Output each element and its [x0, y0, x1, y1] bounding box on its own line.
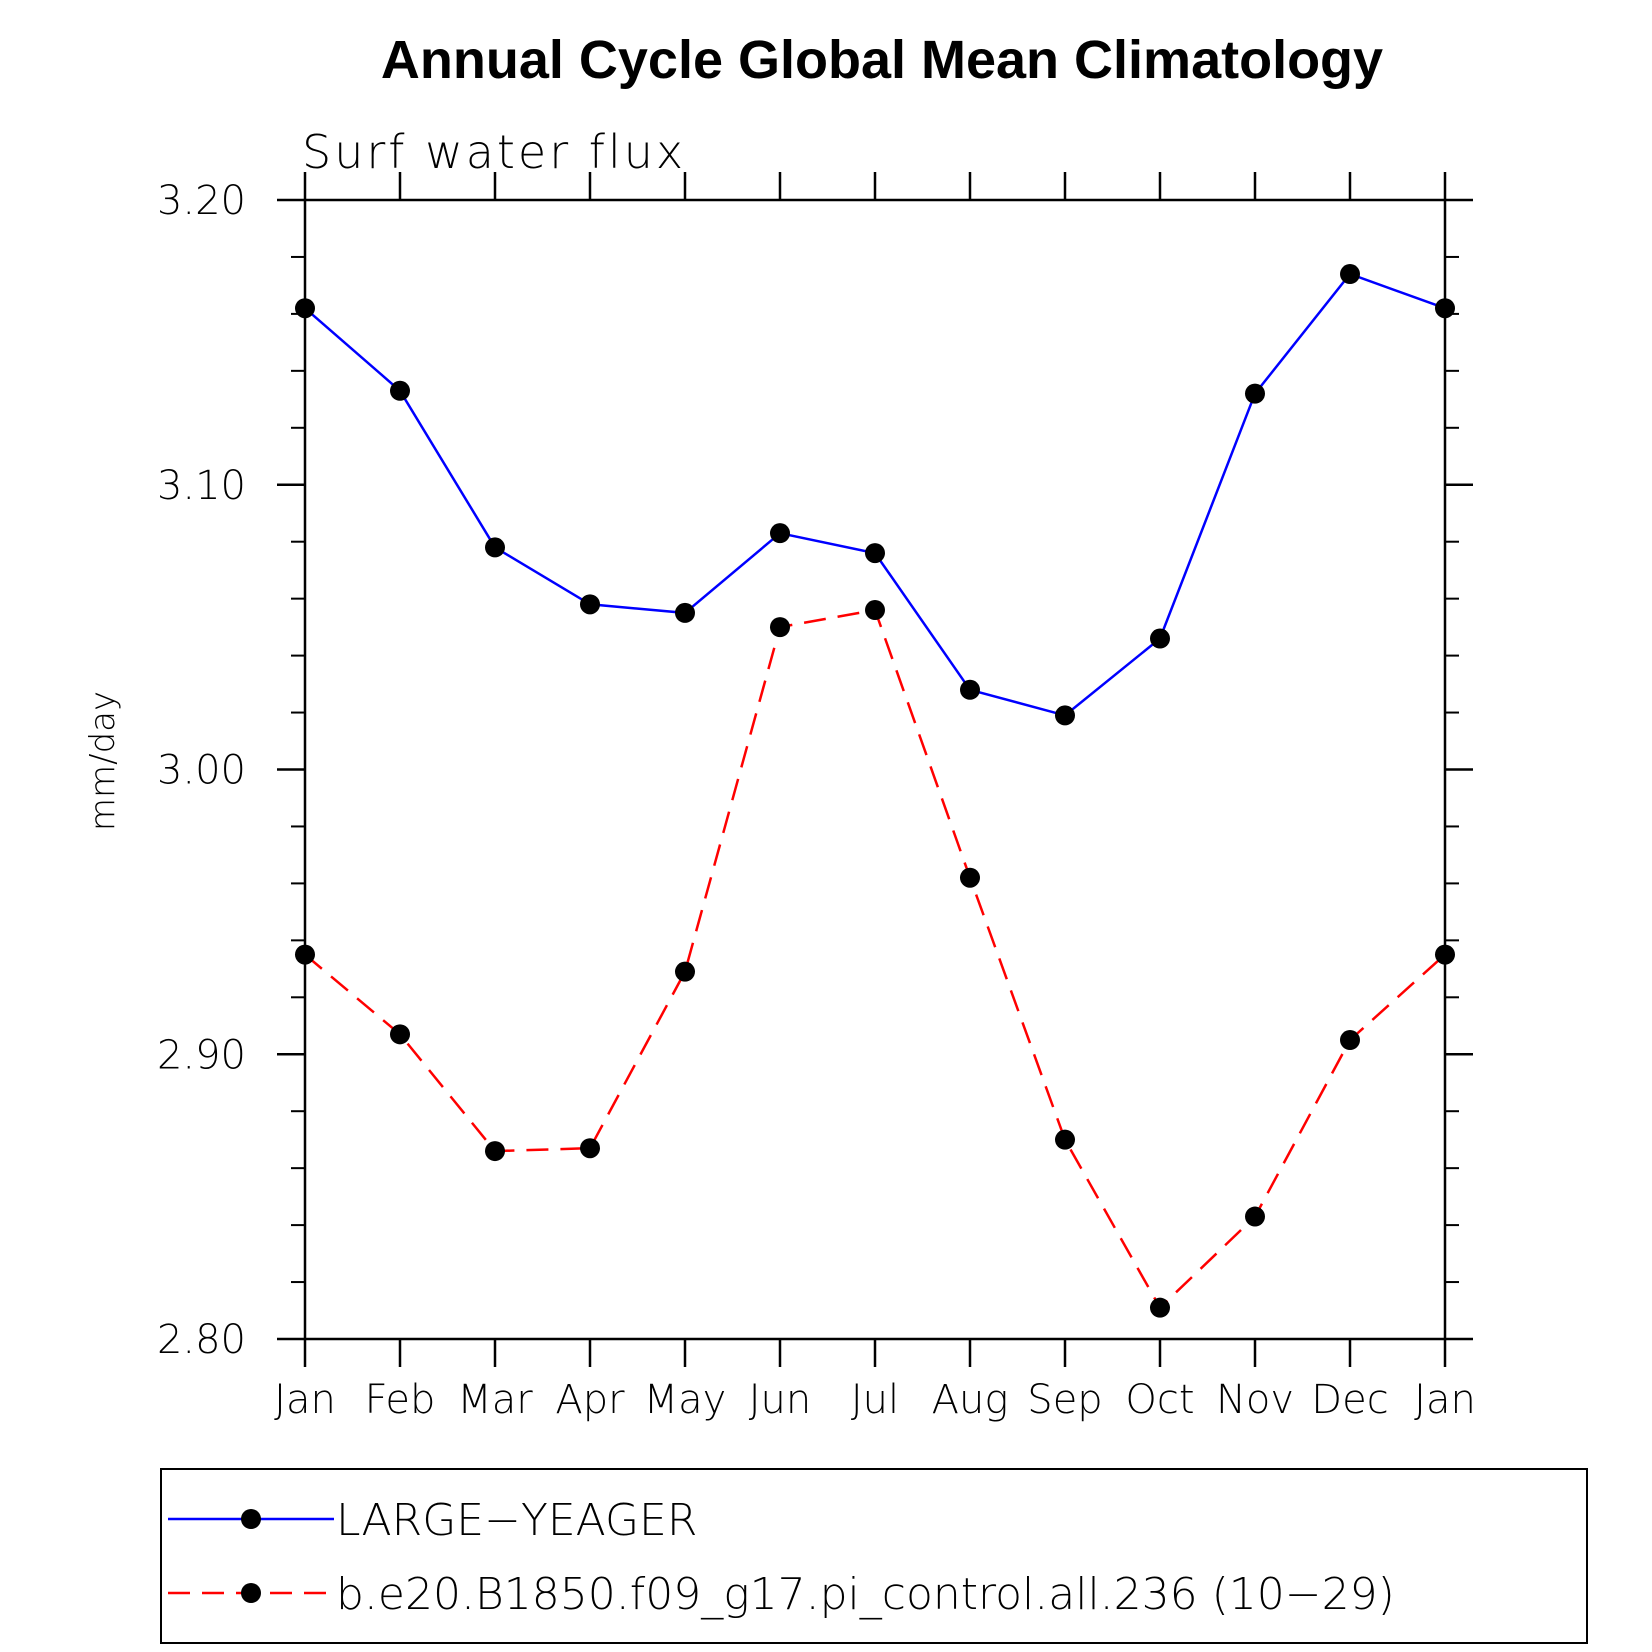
- x-tick-label: Jan: [274, 1377, 336, 1423]
- series-2-point: [865, 600, 885, 621]
- y-axis-label: mm/day: [83, 691, 123, 831]
- legend: LARGE−YEAGER b.e20.B1850.f09_g17.pi_contr…: [160, 1468, 1588, 1644]
- series-line-1: [304, 272, 1446, 717]
- x-tick-label: Aug: [932, 1377, 1009, 1423]
- legend-label-1: LARGE−YEAGER: [336, 1495, 697, 1546]
- chart-subtitle: Surf water flux: [302, 125, 686, 179]
- x-tick-label: Sep: [1027, 1377, 1102, 1423]
- series-2-point: [580, 1138, 600, 1159]
- series-1-point: [390, 380, 410, 401]
- series-2-point: [960, 867, 980, 888]
- series-1-point: [485, 537, 505, 558]
- legend-items: LARGE−YEAGER b.e20.B1850.f09_g17.pi_contr…: [168, 1495, 1395, 1620]
- series-1-point: [1435, 298, 1455, 319]
- series-1-point: [295, 298, 315, 319]
- x-tick-label: Dec: [1311, 1377, 1388, 1423]
- x-tick-label: Apr: [555, 1377, 625, 1423]
- series-2-point: [295, 944, 315, 965]
- series-2-point: [1150, 1297, 1170, 1318]
- series-1-point: [1245, 383, 1265, 404]
- series-2-point: [390, 1024, 410, 1045]
- series-2-point: [1340, 1030, 1360, 1051]
- series-2-point: [485, 1141, 505, 1162]
- legend-marker-1: [241, 1509, 261, 1529]
- legend-marker-2: [241, 1583, 261, 1603]
- y-tick-label: 3.00: [157, 748, 246, 794]
- y-tick-label: 2.90: [157, 1032, 246, 1078]
- x-tick-label: Feb: [365, 1377, 436, 1423]
- series-1-point: [1055, 705, 1075, 726]
- series-1-point: [960, 679, 980, 700]
- x-tick-label: Jul: [851, 1377, 899, 1423]
- series-2-point: [1055, 1129, 1075, 1150]
- series-1-point: [1150, 628, 1170, 649]
- y-tick-label: 3.20: [157, 178, 246, 224]
- chart-title: Annual Cycle Global Mean Climatology: [381, 30, 1383, 90]
- plot-area: Jan Feb Mar Apr May Jun Jul Aug Sep Oct Nov Dec Jan 2…: [157, 172, 1476, 1423]
- legend-label-2: b.e20.B1850.f09_g17.pi_control.all.236 (…: [336, 1569, 1395, 1620]
- x-tick-label: Mar: [457, 1377, 533, 1423]
- series-1-point: [770, 523, 790, 544]
- x-tick-label: May: [644, 1377, 727, 1423]
- x-tick-label: Oct: [1125, 1377, 1194, 1423]
- series-1-point: [1340, 264, 1360, 285]
- series-2-point: [1435, 944, 1455, 965]
- y-tick-label: 2.80: [157, 1317, 246, 1363]
- series-1-point: [580, 594, 600, 615]
- x-tick-label: Nov: [1216, 1377, 1294, 1423]
- y-tick-label: 3.10: [157, 463, 246, 509]
- series-1-point: [865, 543, 885, 564]
- series-2-point: [770, 617, 790, 638]
- series-1-point: [675, 602, 695, 623]
- series-2-point: [675, 961, 695, 982]
- series-2-point: [1245, 1206, 1265, 1227]
- series-line-2: [304, 608, 1446, 1310]
- legend-box: [160, 1468, 1588, 1644]
- x-tick-label: Jun: [749, 1377, 812, 1423]
- x-tick-label: Jan: [1414, 1377, 1476, 1423]
